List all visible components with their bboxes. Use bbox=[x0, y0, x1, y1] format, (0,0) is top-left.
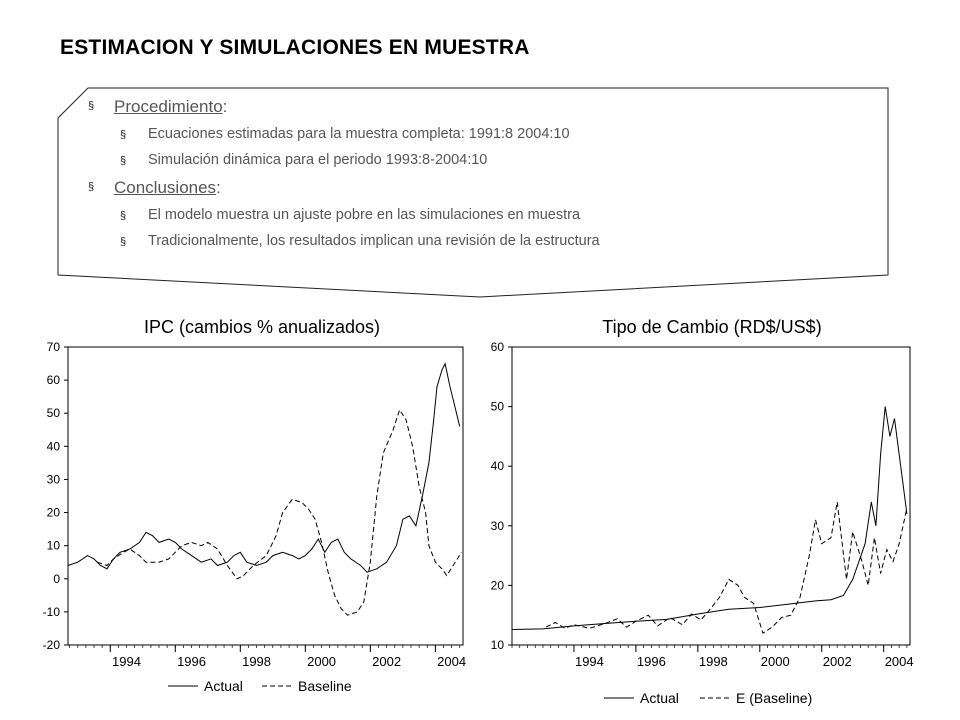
y-tick-label: 50 bbox=[491, 400, 505, 414]
sub-bullet-text: El modelo muestra un ajuste pobre en las… bbox=[148, 207, 581, 223]
x-tick-label: 1998 bbox=[699, 654, 728, 669]
x-tick-label: 1996 bbox=[637, 654, 666, 669]
slide-title: ESTIMACION Y SIMULACIONES EN MUESTRA bbox=[60, 36, 530, 59]
y-tick-label: -20 bbox=[43, 638, 61, 652]
sub-bullet-text: Simulación dinámica para el periodo 1993… bbox=[148, 152, 488, 168]
bullet-procedimiento: § Procedimiento: bbox=[88, 97, 888, 117]
bullet-marker-icon: § bbox=[120, 155, 127, 167]
x-tick-label: 2002 bbox=[372, 654, 401, 669]
bullet-suffix: : bbox=[222, 97, 228, 116]
x-tick-label: 2000 bbox=[307, 654, 336, 669]
bullet-suffix: : bbox=[216, 178, 221, 197]
legend-label: Actual bbox=[204, 678, 243, 694]
y-tick-label: 40 bbox=[47, 439, 61, 453]
y-tick-label: 40 bbox=[491, 459, 505, 473]
series-line-e-baseline- bbox=[545, 501, 908, 634]
x-tick-label: 2002 bbox=[823, 654, 852, 669]
y-tick-label: 20 bbox=[47, 506, 61, 520]
sub-bullet: § El modelo muestra un ajuste pobre en l… bbox=[88, 207, 888, 223]
series-line-baseline bbox=[97, 408, 462, 616]
sub-bullet-text: Ecuaciones estimadas para la muestra com… bbox=[148, 126, 570, 142]
plot-frame bbox=[67, 346, 464, 646]
sub-bullet: § Ecuaciones estimadas para la muestra c… bbox=[88, 126, 888, 142]
chart-0: IPC (cambios % anualizados) -20 -10 0 10 20 30… bbox=[43, 317, 466, 694]
bullet-marker-icon: § bbox=[120, 210, 127, 222]
y-tick-label: 30 bbox=[47, 472, 61, 486]
y-tick-label: 30 bbox=[491, 519, 505, 533]
chart-title: Tipo de Cambio (RD$/US$) bbox=[602, 317, 821, 337]
series-line-actual bbox=[511, 406, 908, 630]
sub-bullet-text: Tradicionalmente, los resultados implica… bbox=[148, 233, 600, 249]
y-tick-label: 0 bbox=[53, 572, 60, 586]
y-tick-label: 50 bbox=[47, 406, 61, 420]
legend-label: Baseline bbox=[298, 678, 352, 694]
bullet-marker-icon: § bbox=[88, 100, 95, 112]
legend-label: Actual bbox=[640, 690, 679, 706]
bullet-conclusiones: § Conclusiones: bbox=[88, 178, 888, 198]
legend-label: E (Baseline) bbox=[736, 690, 812, 706]
bullet-marker-icon: § bbox=[120, 236, 127, 248]
sub-bullet: § Simulación dinámica para el periodo 19… bbox=[88, 152, 888, 168]
x-tick-label: 2004 bbox=[885, 654, 914, 669]
chart-title: IPC (cambios % anualizados) bbox=[144, 317, 380, 337]
chart-1: Tipo de Cambio (RD$/US$) 10 20 30 40 50 60 1994… bbox=[491, 317, 914, 706]
bullet-marker-icon: § bbox=[88, 181, 95, 193]
y-tick-label: 10 bbox=[47, 539, 61, 553]
y-tick-label: 70 bbox=[47, 340, 61, 354]
bullet-label: Conclusiones bbox=[114, 178, 217, 197]
series-line-actual bbox=[67, 362, 461, 573]
y-tick-label: -10 bbox=[43, 605, 61, 619]
y-tick-label: 60 bbox=[491, 340, 505, 354]
x-tick-label: 2004 bbox=[437, 654, 466, 669]
x-tick-label: 1994 bbox=[112, 654, 141, 669]
x-tick-label: 2000 bbox=[761, 654, 790, 669]
x-tick-label: 1994 bbox=[575, 654, 604, 669]
bullet-list: § Procedimiento: § Ecuaciones estimadas … bbox=[88, 97, 888, 259]
plot-frame bbox=[511, 346, 911, 646]
x-tick-label: 1996 bbox=[177, 654, 206, 669]
bullet-label: Procedimiento bbox=[114, 97, 223, 116]
y-tick-label: 20 bbox=[491, 578, 505, 592]
bullet-marker-icon: § bbox=[120, 129, 127, 141]
x-tick-label: 1998 bbox=[242, 654, 271, 669]
y-tick-label: 10 bbox=[491, 638, 505, 652]
y-tick-label: 60 bbox=[47, 373, 61, 387]
sub-bullet: § Tradicionalmente, los resultados impli… bbox=[88, 233, 888, 249]
